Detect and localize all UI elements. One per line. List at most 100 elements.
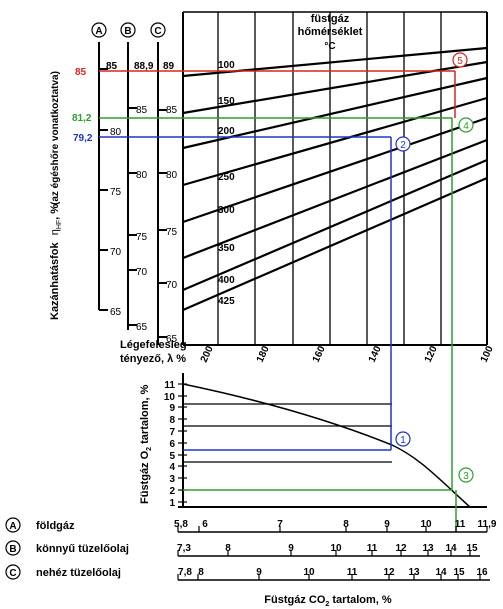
- red-reading-path: [99, 70, 456, 118]
- temp-label-400: 400: [218, 275, 235, 286]
- svg-text:13: 13: [422, 543, 434, 554]
- fuel-scale-c: C nehéz tüzelőolaj 7,8 8 9 10 11 12 13 1…: [5, 564, 490, 581]
- fuel-name-b: könnyű tüzelőolaj: [36, 543, 129, 555]
- temp-label-150: 150: [218, 96, 235, 107]
- blue-value-label: 79,2: [73, 133, 93, 144]
- svg-text:11: 11: [347, 567, 358, 578]
- svg-text:9: 9: [288, 543, 294, 554]
- fuel-name-a: földgáz: [36, 520, 75, 532]
- svg-text:10: 10: [420, 519, 432, 530]
- o2-tick-label: 9: [169, 403, 175, 414]
- svg-text:11: 11: [455, 519, 466, 530]
- o2-tick-label: 4: [169, 462, 175, 473]
- co2-axis-label: Füstgáz CO2 tartalom, %: [264, 594, 392, 608]
- green-value-label: 81,2: [72, 113, 92, 124]
- svg-text:9: 9: [256, 567, 262, 578]
- svg-text:B: B: [124, 26, 131, 37]
- svg-text:16: 16: [476, 567, 488, 578]
- svg-text:12: 12: [383, 567, 395, 578]
- svg-text:14: 14: [445, 543, 457, 554]
- o2-tick-label: 10: [164, 392, 176, 403]
- excess-air-tick: 100: [479, 344, 496, 364]
- svg-text:12: 12: [395, 543, 407, 554]
- svg-text:15: 15: [453, 567, 465, 578]
- svg-text:3: 3: [463, 471, 469, 482]
- scale-b-tick: 65: [136, 322, 148, 333]
- svg-text:7: 7: [277, 519, 283, 530]
- svg-text:5: 5: [457, 56, 463, 67]
- svg-text:13: 13: [408, 567, 420, 578]
- scale-b-tick: 80: [136, 170, 148, 181]
- scale-a-top: 85: [106, 61, 118, 72]
- fuel-scale-a: A földgáz 5,8 6 7 8 9 10 11 11,9: [5, 517, 497, 533]
- temp-label-250: 250: [218, 172, 235, 183]
- red-value-label: 85: [75, 67, 87, 78]
- scale-b-tick: 75: [136, 232, 148, 243]
- svg-text:A: A: [95, 26, 102, 37]
- efficiency-axis-label: Kazánhatásfok ηHF, %: [49, 204, 63, 320]
- efficiency-axis-note: (az égéshőre vonatkoztatva): [50, 71, 61, 205]
- excess-air-tick: 120: [423, 344, 440, 364]
- blue-reading-path: [99, 136, 392, 451]
- scale-c-top: 89: [163, 61, 175, 72]
- temp-label-200: 200: [218, 126, 235, 137]
- svg-text:11: 11: [367, 543, 378, 554]
- svg-text:1: 1: [400, 435, 406, 446]
- svg-text:5,8: 5,8: [174, 519, 188, 530]
- scale-c-tick: 65: [166, 334, 178, 345]
- marker-3: 3: [458, 467, 474, 483]
- scale-a-tick: 65: [110, 307, 122, 318]
- scale-a-tick: 80: [110, 127, 122, 138]
- scale-c-tick: 75: [166, 227, 178, 238]
- o2-tick-label: 11: [164, 380, 175, 391]
- svg-text:7,8: 7,8: [178, 567, 192, 578]
- svg-text:7,3: 7,3: [177, 543, 191, 554]
- o2-tick-label: 2: [169, 486, 175, 497]
- fuel-scale-b: B könnyű tüzelőolaj 7,3 8 9 10 11 12 13 …: [5, 540, 480, 557]
- excess-air-label-1: Légefelesleg: [120, 339, 187, 351]
- lower-chart-frame: [178, 373, 487, 508]
- fluegas-temp-title-1: füstgáz: [311, 13, 350, 25]
- scale-c-tick: 85: [166, 105, 178, 116]
- efficiency-scale-c: [157, 42, 167, 345]
- marker-1: 1: [395, 431, 411, 447]
- svg-text:14: 14: [435, 567, 447, 578]
- svg-text:C: C: [9, 568, 16, 579]
- o2-tick-label: 1: [169, 498, 175, 509]
- temp-label-425: 425: [218, 296, 235, 307]
- o2-axis-label: Füstgáz O2 tartalom, %: [139, 384, 153, 504]
- excess-air-tick: 160: [311, 344, 328, 364]
- svg-text:B: B: [9, 544, 16, 555]
- svg-text:10: 10: [330, 543, 342, 554]
- svg-text:2: 2: [400, 140, 406, 151]
- scale-b-tick: 70: [136, 267, 148, 278]
- marker-4: 4: [458, 117, 474, 133]
- fluegas-temp-title-2: hőmérséklet: [298, 26, 363, 38]
- o2-tick-label: 3: [169, 474, 175, 485]
- temp-curve-350: [182, 138, 488, 260]
- efficiency-scale-b: [127, 42, 137, 330]
- o2-tick-label: 8: [169, 415, 175, 426]
- svg-text:8: 8: [343, 519, 349, 530]
- o2-tick-label: 6: [169, 439, 175, 450]
- svg-text:9: 9: [384, 519, 390, 530]
- scale-b-tick: 85: [136, 105, 148, 116]
- temp-curve-300: [182, 116, 488, 224]
- marker-2: 2: [395, 136, 411, 152]
- svg-text:15: 15: [466, 543, 478, 554]
- excess-air-label-2: tényező, λ %: [120, 353, 186, 365]
- fluegas-temp-unit: °C: [324, 41, 335, 52]
- svg-text:8: 8: [198, 567, 204, 578]
- temp-curve-425: [182, 176, 488, 312]
- upper-grid: [217, 12, 442, 345]
- temp-label-100: 100: [218, 60, 235, 71]
- svg-text:6: 6: [202, 519, 208, 530]
- green-reading-path: [99, 117, 457, 532]
- scale-header-a: A: [91, 22, 107, 38]
- excess-air-tick: 180: [255, 344, 272, 364]
- o2-tick-label: 5: [169, 451, 175, 462]
- svg-text:A: A: [9, 521, 16, 532]
- temp-label-300: 300: [218, 205, 235, 216]
- svg-text:11,9: 11,9: [478, 519, 497, 530]
